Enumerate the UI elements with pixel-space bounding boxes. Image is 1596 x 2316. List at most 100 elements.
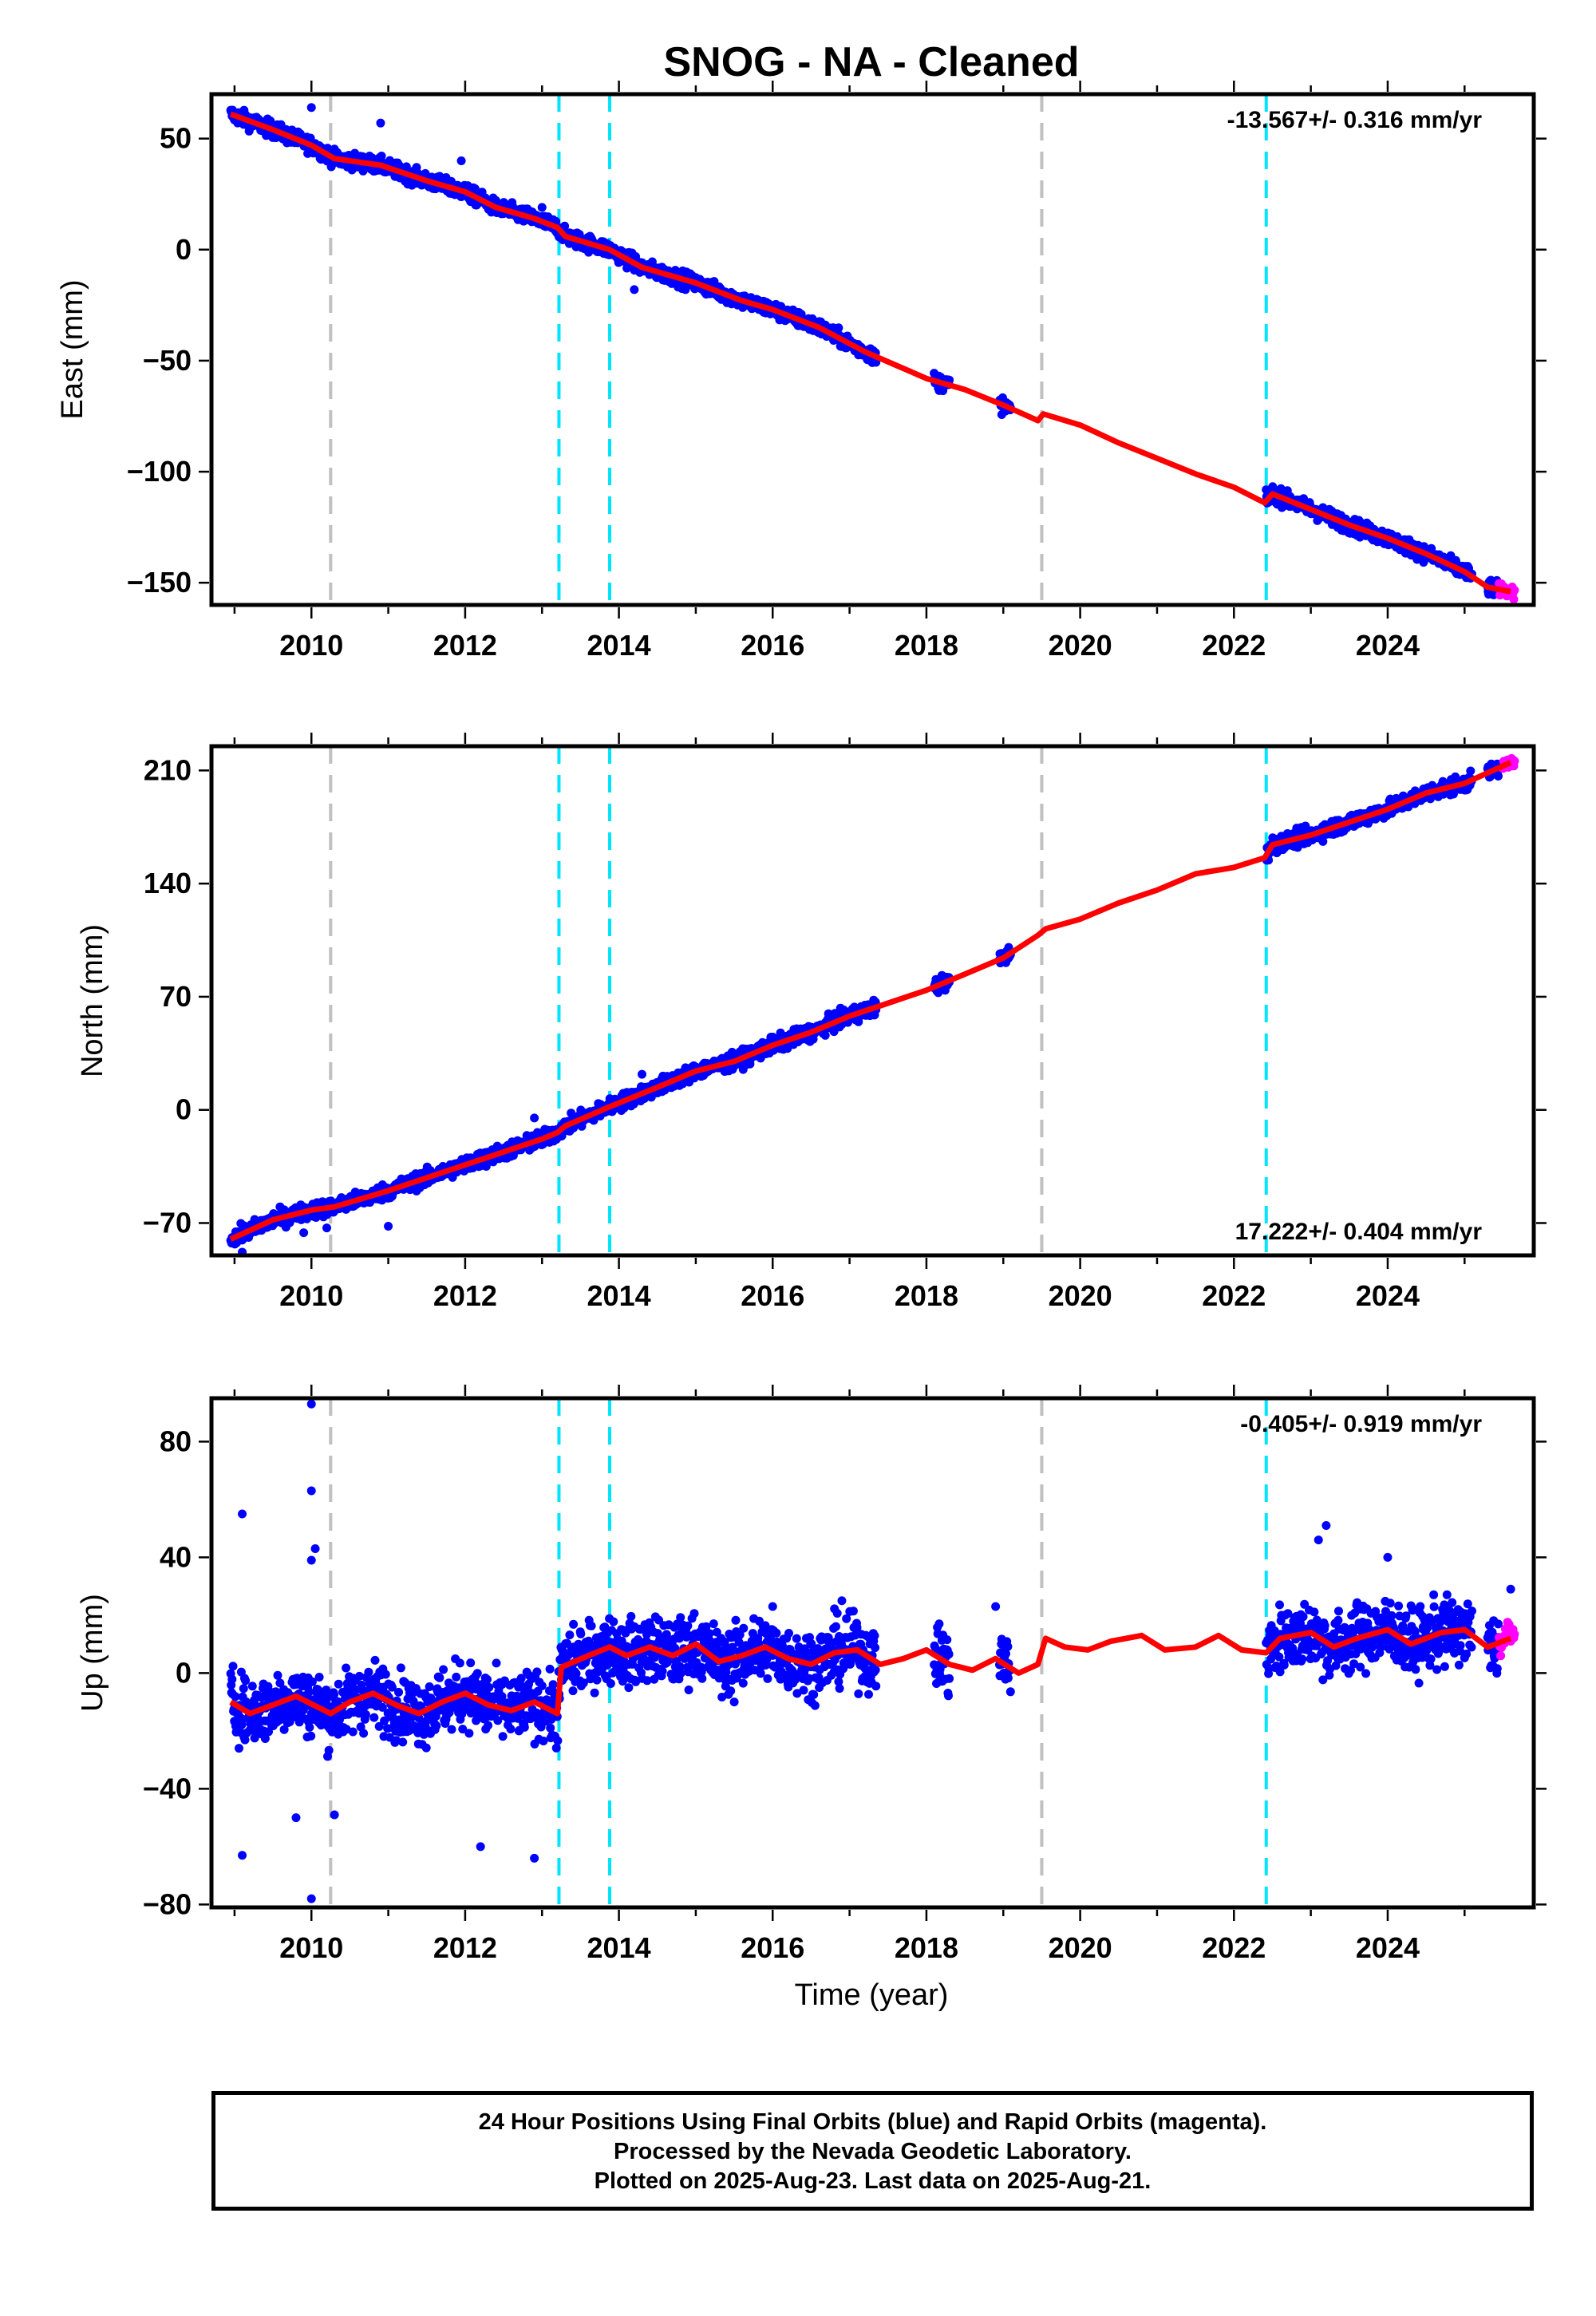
final-orbit-point [609, 1617, 618, 1626]
y-axis-label: East (mm) [56, 279, 89, 419]
final-orbit-point [273, 1670, 282, 1680]
x-tick-label: 2014 [587, 629, 651, 662]
final-orbit-point [553, 1736, 563, 1745]
final-orbit-point [466, 1658, 476, 1668]
final-orbit-point [279, 1725, 289, 1734]
final-orbit-point [370, 1655, 380, 1665]
y-tick-label: −70 [143, 1206, 192, 1239]
x-tick-label: 2016 [741, 1279, 804, 1312]
final-orbit-point [1466, 766, 1476, 776]
final-orbit-point [560, 221, 570, 231]
final-orbit-point [377, 152, 386, 160]
final-orbit-point [452, 1672, 461, 1682]
x-tick-label: 2016 [741, 629, 804, 662]
final-orbit-point [546, 1723, 555, 1733]
final-orbit-point [324, 1745, 334, 1755]
final-orbit-point [239, 1684, 248, 1694]
final-orbit-point [642, 1676, 652, 1686]
y-axis-label: North (mm) [76, 924, 109, 1077]
final-orbit-point [532, 1667, 542, 1677]
final-orbit-point [579, 1678, 588, 1688]
final-orbit-point [458, 1725, 468, 1734]
final-orbit-point [387, 1682, 397, 1692]
y-tick-label: −150 [127, 566, 192, 599]
outlier-point [637, 1069, 646, 1079]
final-orbit-point [228, 1662, 238, 1671]
final-orbit-point [551, 1743, 561, 1753]
final-orbit-point [565, 1630, 575, 1640]
final-orbit-point [394, 1687, 403, 1697]
final-orbit-point [432, 1721, 441, 1730]
final-orbit-point [569, 1619, 579, 1629]
final-orbit-point [1494, 772, 1503, 781]
final-orbit-point [472, 1669, 482, 1678]
final-orbit-point [571, 1669, 581, 1678]
final-orbit-point [548, 1680, 558, 1690]
final-orbit-point [483, 1674, 492, 1684]
final-orbit-point [497, 1692, 507, 1701]
final-orbit-point [342, 1663, 351, 1673]
outlier-point [306, 103, 316, 113]
final-orbit-point [493, 1716, 503, 1725]
final-orbit-point [396, 1663, 405, 1673]
final-orbit-point [314, 1673, 324, 1682]
final-orbit-point [624, 1683, 634, 1693]
final-orbit-point [306, 1731, 316, 1741]
final-orbit-point [401, 162, 411, 172]
outlier-point [384, 1222, 393, 1231]
panels: 2010 2012 2014 2016 2018 2020 2022 2024−150−100… [56, 81, 1547, 1964]
final-orbit-point [381, 1670, 390, 1679]
y-tick-label: 210 [144, 753, 192, 786]
final-orbit-point [275, 1678, 285, 1688]
outlier-point [630, 285, 639, 294]
final-orbit-point [398, 1737, 408, 1747]
final-orbit-point [348, 1727, 358, 1737]
final-orbit-point [313, 1685, 322, 1694]
final-orbit-point [626, 1611, 636, 1621]
final-orbit-point [377, 1702, 387, 1712]
final-orbit-point [231, 1692, 240, 1701]
final-orbit-point [820, 1030, 830, 1040]
final-orbit-point [305, 1722, 314, 1732]
y-tick-label: 50 [160, 122, 192, 155]
rapid-orbit-point [1510, 757, 1519, 766]
final-orbit-point [435, 1673, 444, 1682]
outlier-point [322, 1223, 332, 1233]
final-orbit-point [247, 1682, 257, 1691]
outlier-point [537, 203, 547, 212]
outlier-point [299, 1228, 309, 1238]
final-orbit-point [586, 1674, 595, 1684]
final-orbit-point [1318, 836, 1328, 846]
final-orbit-point [307, 1677, 317, 1686]
final-orbit-point [484, 1721, 493, 1730]
final-orbit-point [464, 1729, 474, 1738]
final-orbit-point [334, 1679, 343, 1689]
final-orbit-point [516, 1674, 526, 1683]
y-tick-label: 0 [176, 1093, 192, 1126]
y-tick-label: −100 [127, 455, 192, 488]
x-tick-label: 2024 [1356, 1279, 1420, 1312]
final-orbit-point [425, 1682, 434, 1691]
final-orbit-point [240, 1735, 250, 1745]
x-tick-label: 2018 [895, 1279, 958, 1312]
final-orbit-point [359, 1729, 369, 1738]
final-orbit-point [484, 1682, 494, 1692]
panel-north: 2010 2012 2014 2016 2018 2020 2022 2024−7007014… [76, 733, 1547, 1312]
final-orbit-point [330, 1690, 339, 1699]
x-tick-label: 2018 [895, 629, 958, 662]
outlier-point [456, 156, 466, 165]
final-orbit-points [226, 1399, 1515, 1903]
rapid-orbit-point [1510, 586, 1519, 595]
final-orbit-point [587, 1621, 596, 1630]
plot-frame [209, 744, 1536, 1258]
model-line [229, 760, 1512, 1242]
outlier-point [530, 1113, 539, 1123]
final-orbit-point [374, 1721, 384, 1731]
plot-area [226, 94, 1519, 605]
y-tick-label: −50 [143, 344, 192, 377]
x-tick-label: 2024 [1356, 629, 1420, 662]
x-tick-label: 2010 [279, 629, 343, 662]
final-orbit-point [492, 1658, 501, 1668]
final-orbit-point [364, 1667, 373, 1677]
